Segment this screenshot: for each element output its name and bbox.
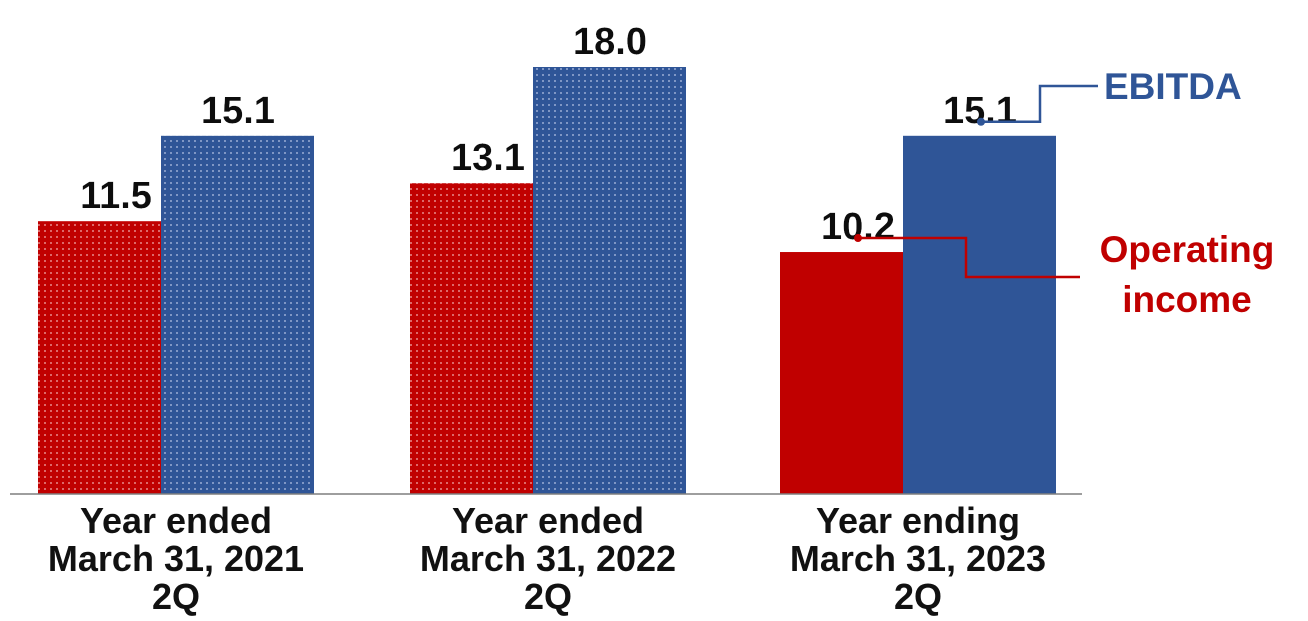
legend-ebitda: EBITDA bbox=[1104, 66, 1242, 107]
category-label-2-line-2: March 31, 2022 bbox=[420, 538, 676, 579]
category-label-2-line-1: Year ended bbox=[452, 500, 644, 541]
category-label-3-line-3: 2Q bbox=[894, 576, 942, 616]
category-label-3-line-2: March 31, 2023 bbox=[790, 538, 1046, 579]
value-label-operating-income-2: 13.1 bbox=[451, 137, 525, 179]
legend-operating-income-line-1: Operating bbox=[1100, 229, 1275, 270]
category-label-1-line-2: March 31, 2021 bbox=[48, 538, 304, 579]
category-label-3-line-1: Year ending bbox=[816, 500, 1020, 541]
legend-callouts: EBITDA Operating income bbox=[854, 66, 1274, 320]
value-labels-layer: 11.513.110.215.118.015.1 bbox=[80, 21, 1017, 248]
bars-layer bbox=[38, 67, 1056, 495]
category-label-1-line-1: Year ended bbox=[80, 500, 272, 541]
bar-ebitda-2 bbox=[533, 67, 686, 494]
ebitda-callout-line bbox=[981, 84, 1098, 124]
value-label-ebitda-1: 15.1 bbox=[201, 90, 275, 132]
legend-operating-income-line-2: income bbox=[1122, 279, 1252, 320]
category-label-2-line-3: 2Q bbox=[524, 576, 572, 616]
bar-ebitda-1 bbox=[161, 135, 314, 495]
bar-ebitda-3 bbox=[903, 135, 1056, 495]
value-label-ebitda-2: 18.0 bbox=[573, 21, 647, 63]
operating-income-callout-line bbox=[858, 236, 1080, 279]
value-label-operating-income-1: 11.5 bbox=[80, 175, 152, 217]
category-label-1-line-3: 2Q bbox=[152, 576, 200, 616]
